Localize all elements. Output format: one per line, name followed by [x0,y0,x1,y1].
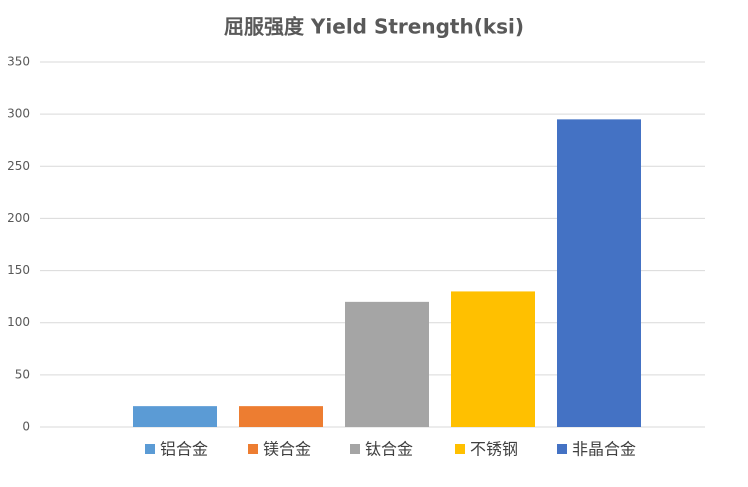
legend-label: 不锈钢 [470,440,518,459]
legend-swatch [557,444,567,454]
y-tick-label: 300 [7,107,30,121]
bar [451,291,535,427]
legend-swatch [248,444,258,454]
y-tick-label: 200 [7,211,30,225]
y-tick-label: 100 [7,315,30,329]
y-tick-label: 150 [7,263,30,277]
y-tick-label: 50 [15,367,30,381]
legend-swatch [455,444,465,454]
chart-title: 屈服强度 Yield Strength(ksi) [224,15,524,39]
bar [239,406,323,427]
legend-label: 镁合金 [263,440,311,459]
legend-label: 铝合金 [160,440,208,459]
bar [557,119,641,427]
y-tick-label: 350 [7,55,30,69]
legend-swatch [350,444,360,454]
legend-label: 钛合金 [365,440,413,459]
y-tick-label: 0 [22,420,30,434]
bar [345,301,429,427]
legend-label: 非晶合金 [572,440,636,459]
bar [133,406,217,427]
y-tick-label: 250 [7,159,30,173]
legend-swatch [145,444,155,454]
